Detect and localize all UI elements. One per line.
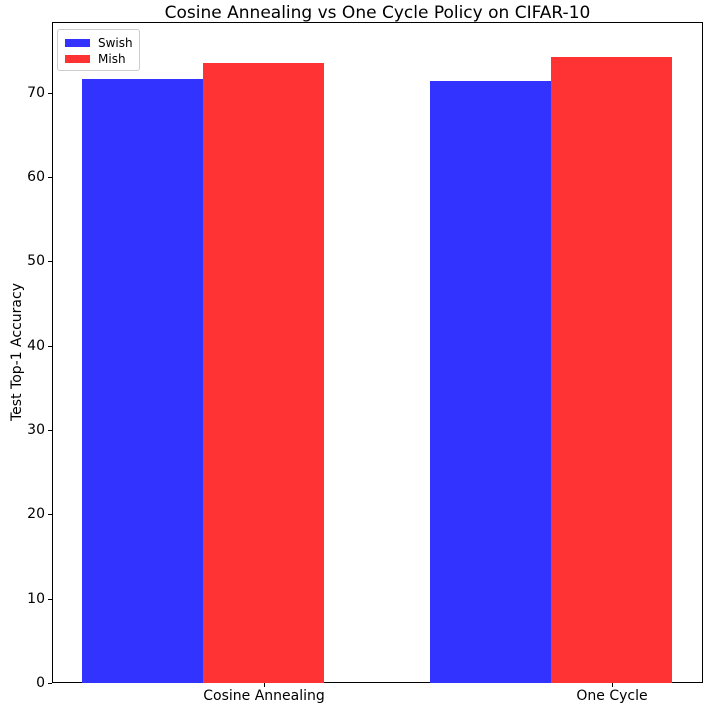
y-tick-mark-20 <box>48 514 52 515</box>
y-tick-label-20: 20 <box>27 506 45 522</box>
y-tick-label-10: 10 <box>27 591 45 607</box>
x-tick-label-1: One Cycle <box>576 688 648 704</box>
y-tick-mark-30 <box>48 430 52 431</box>
y-tick-label-40: 40 <box>27 338 45 354</box>
x-tick-mark-1 <box>612 683 613 687</box>
legend-item-mish: Mish <box>65 51 131 67</box>
chart-title: Cosine Annealing vs One Cycle Policy on … <box>164 3 591 23</box>
y-tick-label-60: 60 <box>27 169 45 185</box>
bar-swish-cosine-annealing <box>82 79 203 683</box>
mish-color-swatch <box>65 55 90 63</box>
legend: Swish Mish <box>57 29 140 71</box>
bar-mish-one-cycle <box>551 57 672 683</box>
y-tick-mark-10 <box>48 599 52 600</box>
bar-mish-cosine-annealing <box>203 63 324 683</box>
y-tick-label-30: 30 <box>27 422 45 438</box>
x-tick-label-0: Cosine Annealing <box>203 688 325 704</box>
y-tick-mark-60 <box>48 177 52 178</box>
legend-label-mish: Mish <box>98 52 126 66</box>
bar-swish-one-cycle <box>430 81 551 683</box>
x-tick-mark-0 <box>264 683 265 687</box>
y-tick-label-0: 0 <box>36 675 45 691</box>
y-tick-mark-0 <box>48 683 52 684</box>
legend-label-swish: Swish <box>98 36 133 50</box>
y-tick-mark-70 <box>48 93 52 94</box>
y-tick-mark-50 <box>48 261 52 262</box>
y-tick-mark-40 <box>48 346 52 347</box>
y-tick-label-70: 70 <box>27 85 45 101</box>
legend-item-swish: Swish <box>65 35 133 51</box>
swish-color-swatch <box>65 39 90 47</box>
y-tick-label-50: 50 <box>27 253 45 269</box>
